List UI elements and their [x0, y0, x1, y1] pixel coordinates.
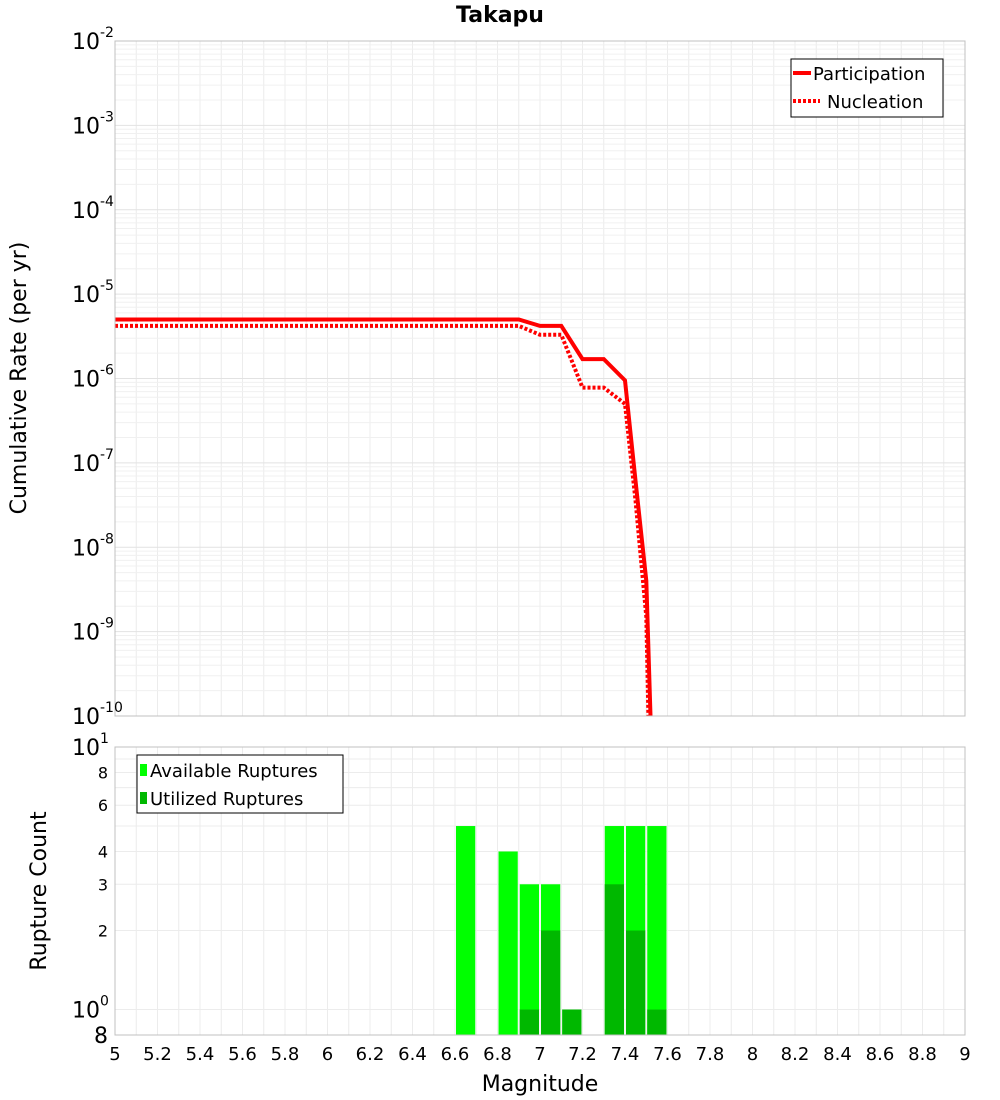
x-tick-label: 9 — [959, 1044, 970, 1065]
x-tick-label: 8 — [747, 1044, 758, 1065]
legend-label-utilized: Utilized Ruptures — [150, 789, 303, 810]
x-tick-label: 7.6 — [653, 1044, 682, 1065]
x-tick-label: 5.8 — [271, 1044, 300, 1065]
x-tick-label: 6.2 — [356, 1044, 385, 1065]
count-legend-box — [136, 754, 344, 814]
rate-y-tick-label: 10-9 — [72, 616, 114, 646]
rate-legend: Participation Nucleation — [790, 58, 944, 118]
count-y-axis-label: Rupture Count — [27, 811, 52, 971]
rate-chart-lines — [115, 317, 653, 716]
x-tick-label: 6 — [322, 1044, 333, 1065]
utilized-rupture-bar — [541, 930, 561, 1035]
rate-y-axis-label: Cumulative Rate (per yr) — [7, 242, 32, 515]
series-line-participation — [115, 317, 653, 716]
utilized-rupture-bar — [519, 1009, 539, 1035]
available-rupture-bar — [456, 826, 476, 1035]
rate-y-tick-label: 10-6 — [72, 363, 114, 393]
x-tick-label: 7.4 — [611, 1044, 640, 1065]
legend-swatch-available — [140, 764, 147, 776]
rate-y-tick-label: 10-7 — [72, 447, 114, 477]
x-tick-label: 5 — [109, 1044, 120, 1065]
x-tick-label: 7.2 — [568, 1044, 597, 1065]
rate-y-tick-label: 10-10 — [72, 700, 123, 730]
available-rupture-bar — [498, 851, 518, 1035]
rate-y-tick-label: 10-5 — [72, 278, 114, 308]
count-y-tick-label: 8 — [94, 1024, 108, 1049]
count-y-tick-label: 2 — [98, 922, 108, 941]
count-legend: Available Ruptures Utilized Ruptures — [136, 754, 344, 814]
x-tick-label: 7.8 — [696, 1044, 725, 1065]
rate-y-tick-label: 10-8 — [72, 531, 114, 561]
count-y-tick-label: 101 — [72, 731, 109, 761]
available-rupture-bar — [647, 826, 667, 1035]
x-tick-label: 6.8 — [483, 1044, 512, 1065]
x-axis-label: Magnitude — [482, 1072, 599, 1097]
x-tick-label: 8.4 — [823, 1044, 852, 1065]
count-y-tick-label: 6 — [98, 796, 108, 815]
count-chart-bars — [456, 826, 667, 1035]
rate-legend-box — [790, 58, 944, 118]
count-y-tick-label: 4 — [98, 842, 108, 861]
count-y-tick-label: 8 — [98, 763, 108, 782]
count-plot-frame — [114, 746, 966, 1036]
available-rupture-bar — [519, 884, 539, 1035]
legend-label-available: Available Ruptures — [150, 761, 318, 782]
x-tick-label: 7 — [534, 1044, 545, 1065]
utilized-rupture-bar — [647, 1009, 667, 1035]
x-tick-label: 8.2 — [781, 1044, 810, 1065]
count-y-tick-label: 100 — [72, 994, 109, 1024]
chart-title: Takapu — [456, 3, 544, 28]
x-tick-label: 8.6 — [866, 1044, 895, 1065]
rate-chart-grid — [114, 41, 966, 717]
rate-y-tick-label: 10-2 — [72, 25, 114, 55]
x-tick-label: 8.8 — [908, 1044, 937, 1065]
x-tick-label: 5.6 — [228, 1044, 257, 1065]
utilized-rupture-bar — [626, 930, 646, 1035]
legend-swatch-utilized — [140, 792, 147, 804]
rate-plot-frame — [114, 40, 966, 717]
x-tick-label: 5.2 — [143, 1044, 172, 1065]
series-line-nucleation — [115, 323, 651, 716]
x-ticks: 5 5.2 5.4 5.6 5.8 6 6.2 6.4 6.6 6.8 7 7.2 7.4 7.6 7.8 8… — [109, 1044, 970, 1065]
legend-label-participation: Participation — [813, 64, 925, 85]
rate-y-tick-label: 10-4 — [72, 194, 114, 224]
x-tick-label: 6.4 — [398, 1044, 427, 1065]
count-y-tick-label: 3 — [98, 875, 108, 894]
legend-label-nucleation: Nucleation — [827, 92, 923, 113]
x-tick-label: 6.6 — [441, 1044, 470, 1065]
x-tick-label: 5.4 — [186, 1044, 215, 1065]
utilized-rupture-bar — [604, 884, 624, 1035]
utilized-rupture-bar — [562, 1009, 582, 1035]
rate-y-tick-label: 10-3 — [72, 109, 114, 139]
